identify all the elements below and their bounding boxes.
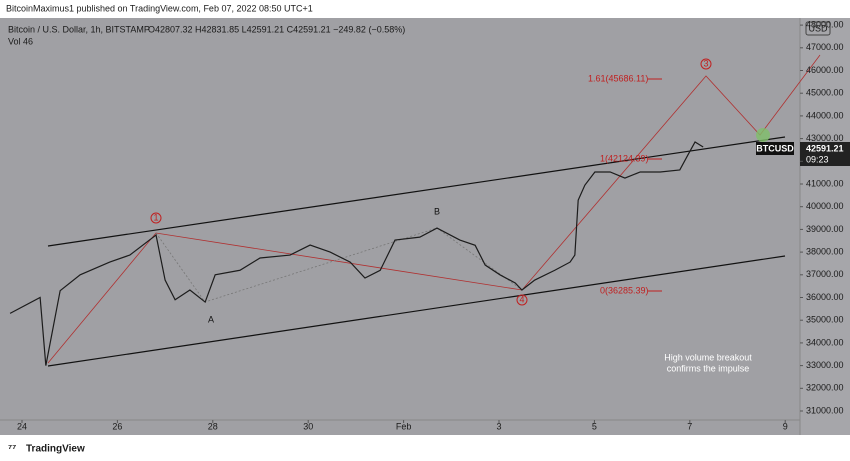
x-tick-label: 9 (783, 421, 788, 431)
y-tick-label: 31000.00 (806, 405, 844, 415)
x-tick-label: 30 (303, 421, 313, 431)
channel-lower (47, 255, 786, 367)
x-tick-label: Feb (396, 421, 412, 431)
x-tick-label: 7 (687, 421, 692, 431)
annotation: A (208, 314, 214, 324)
ohlc: O42807.32 H42831.85 L42591.21 C42591.21 … (148, 24, 405, 34)
x-tick-label: 5 (592, 421, 597, 431)
y-tick-label: 39000.00 (806, 224, 844, 234)
chart-title: Bitcoin / U.S. Dollar, 1h, BITSTAMP (8, 24, 150, 34)
x-tick-label: 28 (208, 421, 218, 431)
y-tick-label: 32000.00 (806, 383, 844, 393)
correction-path (155, 227, 523, 303)
price-line (9, 141, 704, 366)
y-tick-label: 45000.00 (806, 88, 844, 98)
x-tick-label: 24 (17, 421, 27, 431)
currency-button[interactable] (805, 21, 831, 36)
countdown: 09:23 (806, 154, 829, 164)
y-tick-label: 47000.00 (806, 42, 844, 52)
y-tick-label: 36000.00 (806, 292, 844, 302)
symbol: BTCUSD (756, 143, 794, 153)
wave-circle (150, 212, 162, 224)
last-price: 42591.21 (806, 143, 844, 153)
y-tick-label: 38000.00 (806, 246, 844, 256)
price-tag (800, 142, 850, 166)
y-tick-label: 35000.00 (806, 315, 844, 325)
y-tick-label: 48000.00 (806, 19, 844, 29)
wave-circle (516, 294, 528, 306)
wave-circle (700, 58, 712, 70)
brand: TradingView (26, 444, 85, 455)
y-tick-label: 43000.00 (806, 133, 844, 143)
y-tick-label: 46000.00 (806, 65, 844, 75)
target-marker (756, 128, 770, 142)
annotation: 1(42124.39) (600, 153, 649, 163)
brand-logo: ⁷⁷ (8, 444, 16, 455)
chart-background (0, 18, 850, 435)
channel-upper (47, 136, 786, 247)
y-tick-label: 41000.00 (806, 178, 844, 188)
price-axis-background (800, 18, 850, 435)
y-tick-label: 33000.00 (806, 360, 844, 370)
volume-label: Vol 46 (8, 36, 33, 46)
y-tick-label: 37000.00 (806, 269, 844, 279)
x-tick-label: 3 (496, 421, 501, 431)
y-tick-label: 40000.00 (806, 201, 844, 211)
annotation: confirms the impulse (667, 363, 750, 373)
publisher: BitcoinMaximus1 published on TradingView… (6, 3, 313, 13)
annotation: 3 (703, 58, 708, 68)
y-tick-label: 44000.00 (806, 110, 844, 120)
symbol-tag (756, 142, 794, 155)
annotation: High volume breakout (664, 352, 752, 362)
y-tick-label: 34000.00 (806, 337, 844, 347)
annotation: 4 (519, 294, 524, 304)
annotation: 1.61(45686.11) (588, 73, 648, 83)
annotation: B (434, 206, 440, 216)
currency[interactable]: USD (808, 23, 828, 33)
x-tick-label: 26 (112, 421, 122, 431)
annotation: 1 (153, 212, 158, 222)
wave-path (47, 54, 821, 364)
annotation: 0(36285.39) (600, 285, 649, 295)
